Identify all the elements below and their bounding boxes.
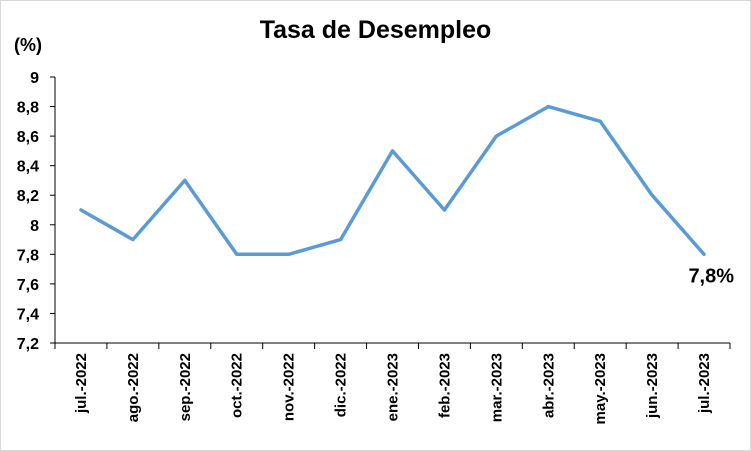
data-point [442, 208, 446, 212]
data-point [183, 178, 187, 182]
x-tick-label: abr.-2023 [540, 353, 557, 418]
x-tick-label: may.-2023 [592, 353, 609, 424]
y-axis-unit-label: (%) [14, 35, 42, 55]
x-tick-label: dic.-2022 [333, 353, 350, 417]
y-tick-label: 8,4 [17, 159, 39, 176]
end-data-label: 7,8% [688, 265, 734, 287]
y-tick-label: 7,8 [17, 247, 39, 264]
y-tick-label: 8,6 [17, 129, 39, 146]
y-tick-label: 9 [30, 70, 39, 87]
x-tick-label: jul.-2023 [696, 353, 713, 414]
data-point [546, 105, 550, 109]
data-point [650, 193, 654, 197]
x-tick-label: ene.-2023 [385, 353, 402, 421]
x-tick-label: mar.-2023 [488, 353, 505, 422]
x-tick-label: ago.-2022 [125, 353, 142, 422]
x-tick-label: sep.-2022 [177, 353, 194, 421]
y-tick-label: 8,8 [17, 100, 39, 117]
data-point [339, 238, 343, 242]
y-tick-label: 8,2 [17, 188, 39, 205]
data-point [494, 134, 498, 138]
y-tick-label: 7,2 [17, 336, 39, 353]
y-tick-label: 7,4 [17, 306, 39, 323]
data-point [598, 119, 602, 123]
chart-title: Tasa de Desempleo [259, 16, 492, 44]
data-point [287, 252, 291, 256]
x-tick-label: feb.-2023 [436, 353, 453, 418]
data-point [702, 252, 706, 256]
x-tick-label: jul.-2022 [73, 353, 90, 414]
y-tick-label: 8 [30, 218, 39, 235]
data-point [391, 149, 394, 153]
data-point [131, 238, 135, 242]
data-point [235, 252, 239, 256]
y-tick-label: 7,6 [17, 277, 39, 294]
x-tick-label: oct.-2022 [229, 353, 246, 418]
data-point [79, 208, 83, 212]
x-tick-label: nov.-2022 [281, 353, 298, 421]
series-line [79, 104, 706, 257]
x-tick-label: jun.-2023 [644, 353, 661, 419]
